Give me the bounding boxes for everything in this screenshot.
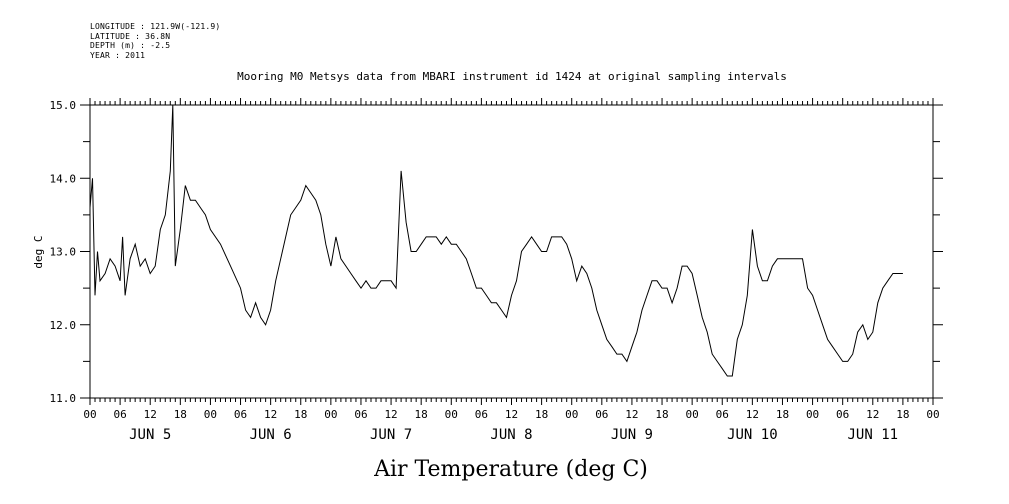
x-day-label: JUN 8 [490, 427, 532, 443]
x-hour-label: 18 [535, 408, 548, 421]
chart-title: Mooring M0 Metsys data from MBARI instru… [237, 70, 787, 83]
x-hour-label: 06 [836, 408, 849, 421]
x-hour-label: 00 [926, 408, 939, 421]
x-day-label: JUN 9 [611, 427, 653, 443]
x-hour-label: 06 [234, 408, 247, 421]
x-hour-label: 18 [655, 408, 668, 421]
x-hour-label: 06 [716, 408, 729, 421]
x-hour-label: 00 [324, 408, 337, 421]
temperature-series-line [89, 104, 903, 377]
y-axis: 11.0 12.0 13.0 14.0 15.0 [50, 99, 943, 405]
plot-frame [89, 104, 934, 399]
y-tick-label: 11.0 [50, 392, 77, 405]
depth-text: DEPTH (m) : -2.5 [90, 41, 171, 50]
x-hour-label: 18 [776, 408, 789, 421]
x-hour-label: 00 [445, 408, 458, 421]
x-hour-label: 12 [505, 408, 518, 421]
x-hour-label: 00 [686, 408, 699, 421]
x-hour-label: 18 [415, 408, 428, 421]
x-hour-label: 12 [866, 408, 879, 421]
x-hour-label: 12 [264, 408, 277, 421]
x-day-label: JUN 10 [727, 427, 778, 443]
x-hour-label: 12 [746, 408, 759, 421]
y-tick-label: 12.0 [50, 319, 77, 332]
x-hour-label: 12 [625, 408, 638, 421]
x-hour-label: 06 [595, 408, 608, 421]
x-hour-label: 00 [204, 408, 217, 421]
year-text: YEAR : 2011 [90, 50, 146, 60]
x-day-label: JUN 11 [847, 427, 898, 443]
x-day-label: JUN 6 [250, 427, 292, 443]
y-tick-label: 15.0 [50, 99, 77, 112]
x-hour-label: 00 [806, 408, 819, 421]
x-day-label: JUN 5 [129, 427, 171, 443]
y-axis-label: deg C [32, 235, 45, 268]
y-tick-label: 13.0 [50, 246, 77, 259]
x-day-label: JUN 7 [370, 427, 412, 443]
metadata-block: LONGITUDE : 121.9W(-121.9) LATITUDE : 36… [90, 22, 220, 60]
x-hour-label: 00 [565, 408, 578, 421]
x-hour-label: 18 [294, 408, 307, 421]
x-hour-label: 12 [144, 408, 157, 421]
x-hour-label: 12 [384, 408, 397, 421]
x-hour-label: 06 [354, 408, 367, 421]
y-tick-label: 14.0 [50, 172, 77, 185]
x-axis: 00 06 12 18 00 06 12 18 00 06 12 18 00 06 12 18 00 06 12 18… [83, 98, 940, 443]
x-hour-label: 18 [174, 408, 187, 421]
x-hour-label: 06 [475, 408, 488, 421]
x-hour-label: 06 [113, 408, 126, 421]
x-axis-label: Air Temperature (deg C) [373, 457, 648, 482]
x-hour-label: 18 [896, 408, 909, 421]
longitude-text: LONGITUDE : 121.9W(-121.9) [90, 22, 221, 31]
x-hour-label: 00 [83, 408, 96, 421]
latitude-text: LATITUDE : 36.8N [90, 31, 171, 41]
